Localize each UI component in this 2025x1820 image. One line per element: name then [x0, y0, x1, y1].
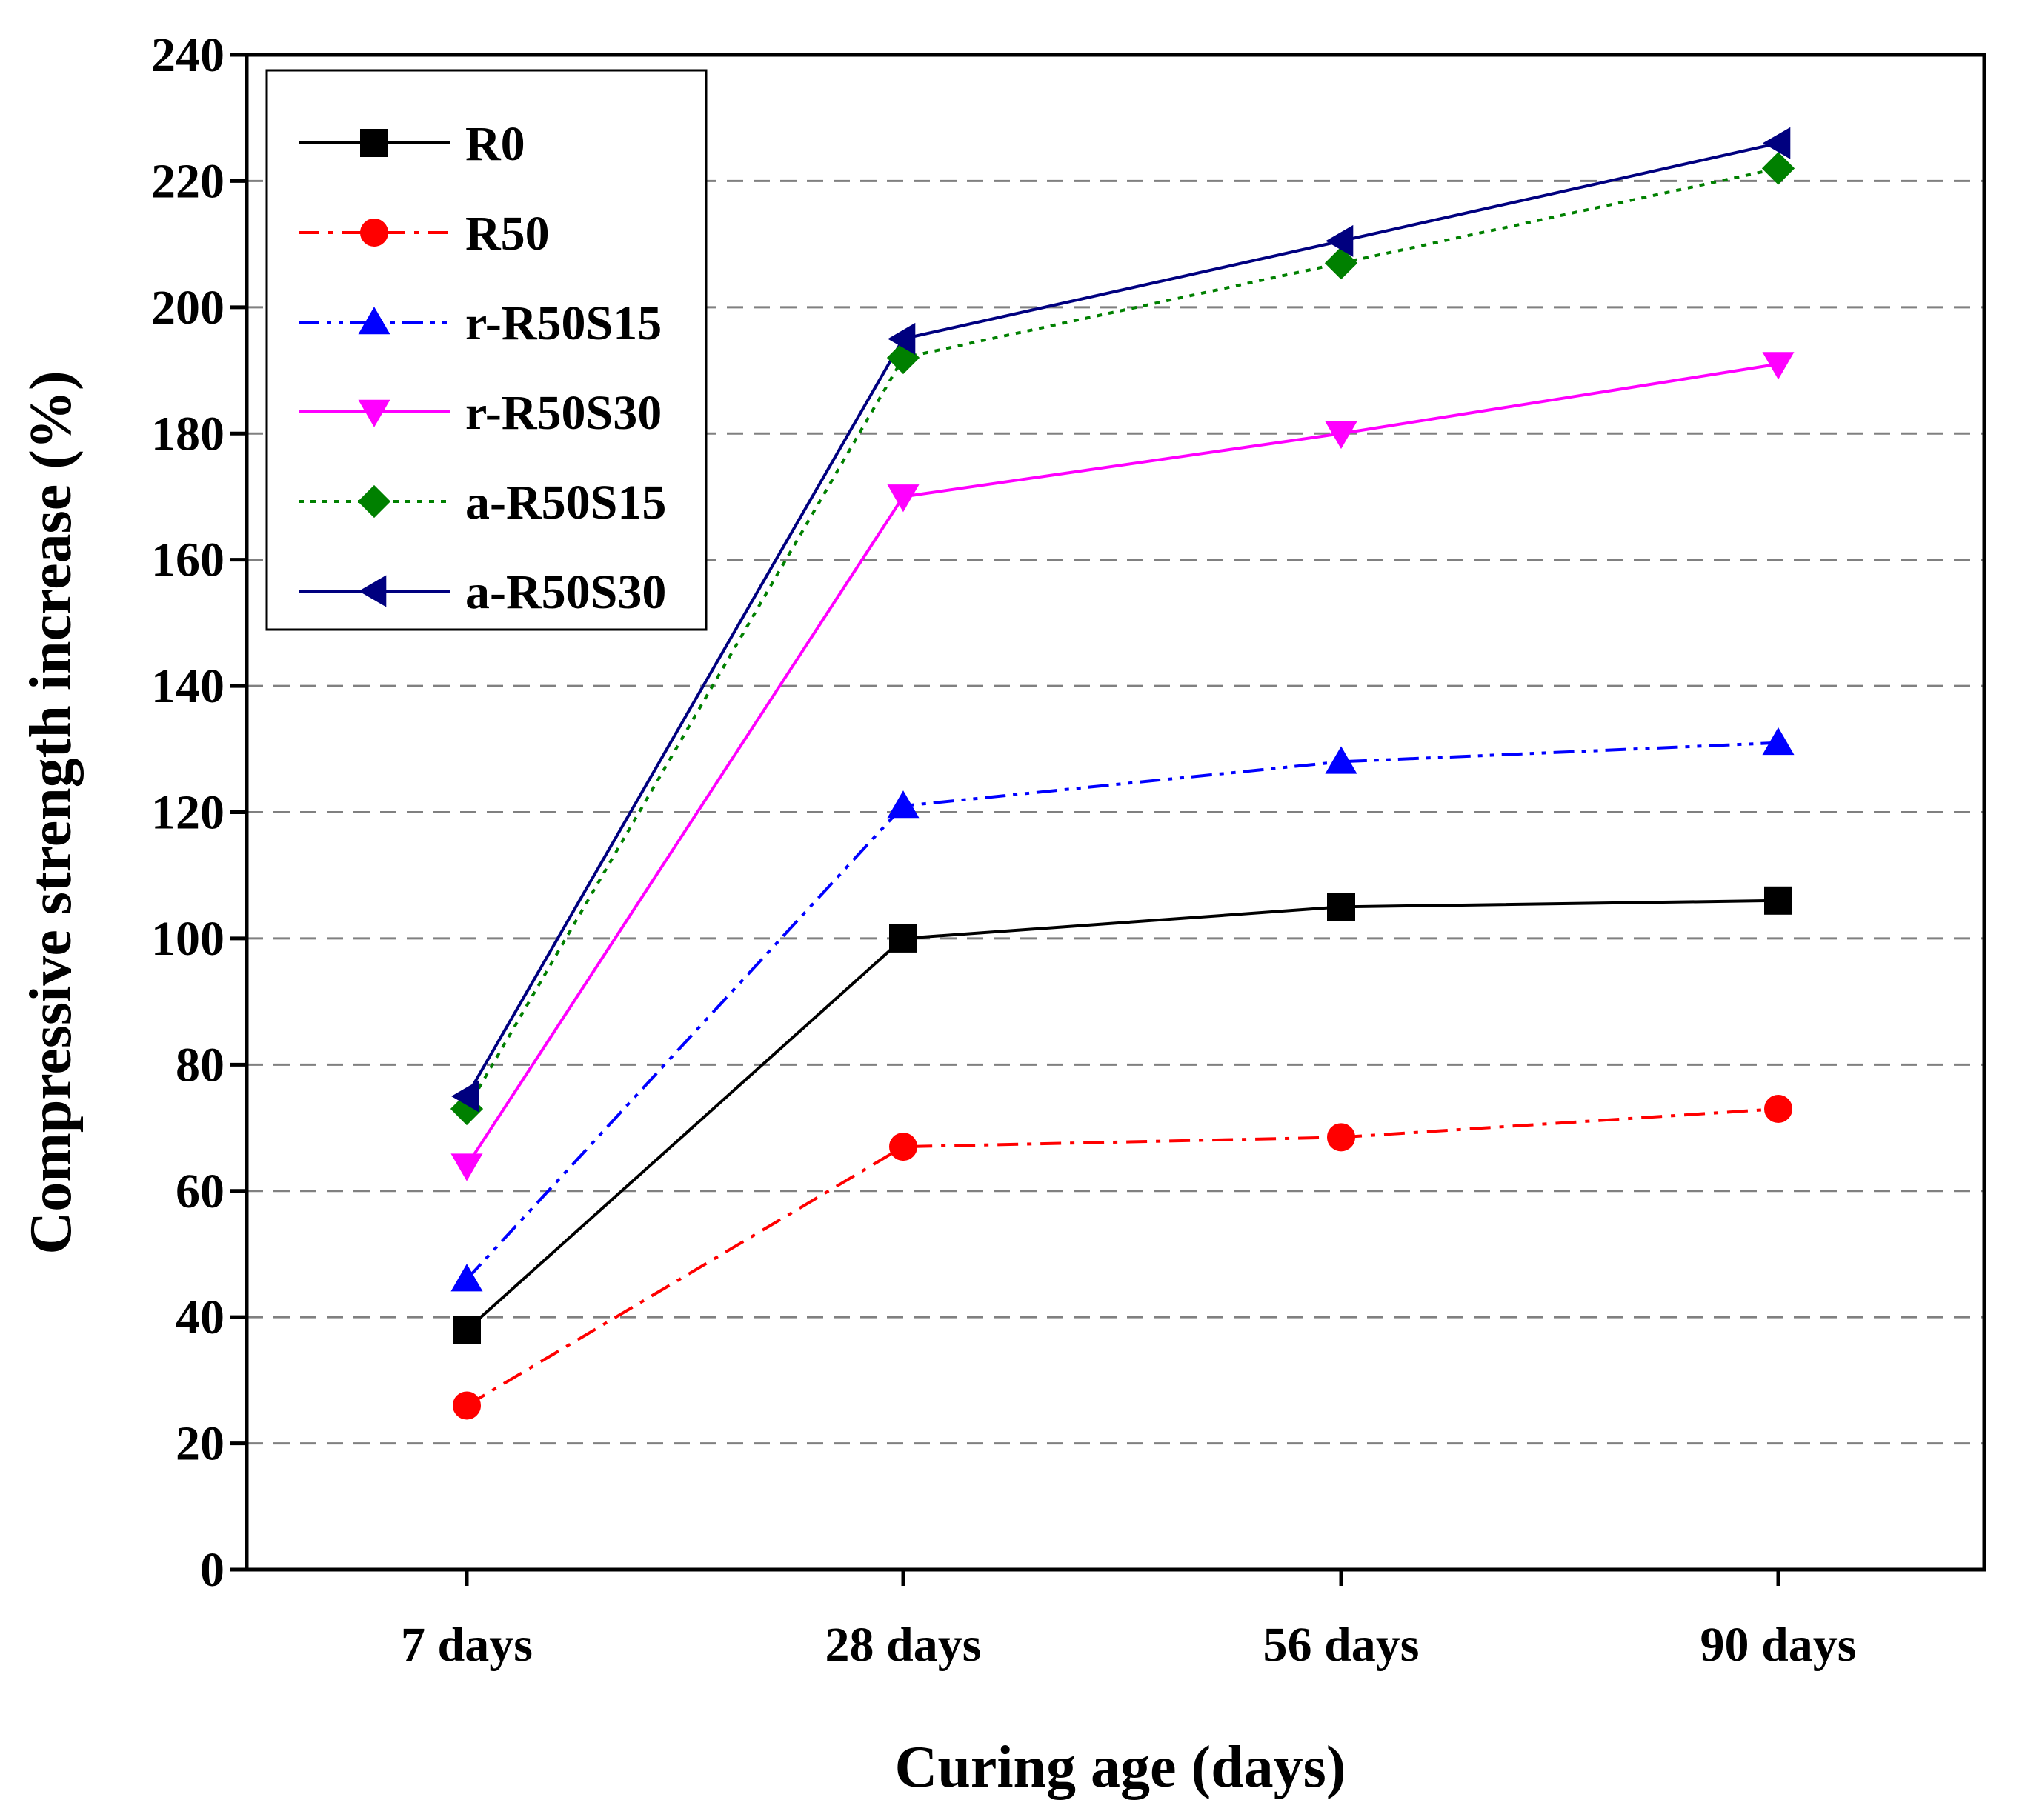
- legend-frame: [265, 69, 708, 631]
- series-line-r50: [465, 1107, 1779, 1407]
- data-point-a-r50s30-90-days: [1763, 127, 1791, 159]
- axes: 0 20 40 60 80 100 120 140 160 180 200 220 240 7 days 2…: [151, 28, 1856, 1672]
- data-point-r0-28-days: [889, 924, 917, 953]
- data-point-r50-90-days: [1764, 1094, 1792, 1123]
- data-point-r-r50s15-90-days: [1762, 727, 1795, 756]
- y-tick-label-120: 120: [151, 786, 225, 840]
- legend-marker-a-r50s30: [359, 575, 387, 607]
- y-tick-label-100: 100: [151, 912, 225, 966]
- x-tick-label-56-days: 56 days: [1263, 1618, 1420, 1672]
- data-point-r-r50s15-28-days: [887, 790, 920, 819]
- y-tick-label-220: 220: [151, 154, 225, 208]
- data-point-r50-28-days: [889, 1133, 917, 1161]
- data-point-r-r50s15-56-days: [1325, 746, 1357, 774]
- gridlines: [247, 179, 1984, 1445]
- y-axis-title: Compressive strength increase (%): [19, 370, 84, 1254]
- series-markers: [450, 127, 1795, 1420]
- data-point-r0-90-days: [1764, 886, 1792, 915]
- series-line-r0: [465, 899, 1779, 1331]
- y-tick-label-80: 80: [176, 1038, 225, 1092]
- y-tick-label-20: 20: [176, 1417, 225, 1471]
- legend-label-r-r50s30: r-R50S30: [465, 386, 662, 440]
- legend-marker-r50: [360, 219, 388, 247]
- y-tick-label-40: 40: [176, 1290, 225, 1344]
- legend-marker-r-r50s15: [358, 307, 390, 335]
- x-tick-label-28-days: 28 days: [825, 1618, 982, 1672]
- y-tick-label-200: 200: [151, 281, 225, 335]
- y-tick-label-160: 160: [151, 533, 225, 587]
- data-point-a-r50s30-56-days: [1326, 224, 1354, 257]
- series-lines: [465, 141, 1779, 1407]
- x-tick-label-7-days: 7 days: [401, 1618, 533, 1672]
- legend: R0 R50 r-R50S15 r-R50S30 a-R50S15 a-R50S30: [265, 69, 708, 631]
- y-tick-label-180: 180: [151, 407, 225, 461]
- data-point-r-r50s30-28-days: [887, 484, 920, 513]
- data-point-a-r50s15-90-days: [1761, 152, 1795, 185]
- legend-marker-r-r50s30: [358, 399, 390, 427]
- data-point-a-r50s30-7-days: [451, 1080, 479, 1113]
- legend-marker-r0: [360, 129, 388, 157]
- data-point-r50-7-days: [453, 1391, 481, 1420]
- data-point-r0-56-days: [1327, 893, 1355, 921]
- data-point-r-r50s15-7-days: [450, 1264, 483, 1292]
- legend-label-r0: R0: [465, 117, 525, 171]
- data-point-r-r50s30-90-days: [1762, 352, 1795, 380]
- y-tick-label-140: 140: [151, 659, 225, 713]
- x-tick-label-90-days: 90 days: [1700, 1618, 1857, 1672]
- data-point-r50-56-days: [1327, 1123, 1355, 1152]
- x-axis-title: Curing age (days): [895, 1735, 1346, 1800]
- series-line-a-r50s15: [465, 167, 1779, 1110]
- series-line-r-r50s30: [465, 362, 1779, 1167]
- legend-marker-a-r50s15: [357, 484, 391, 519]
- y-tick-label-0: 0: [200, 1543, 225, 1597]
- y-tick-label-60: 60: [176, 1164, 225, 1219]
- series-line-a-r50s30: [465, 141, 1779, 1097]
- y-tick-label-240: 240: [151, 28, 225, 82]
- legend-label-a-r50s30: a-R50S30: [465, 565, 666, 619]
- data-point-r-r50s30-7-days: [450, 1153, 483, 1181]
- legend-label-r-r50s15: r-R50S15: [465, 296, 662, 350]
- series-line-r-r50s15: [465, 741, 1779, 1281]
- legend-label-r50: R50: [465, 207, 550, 261]
- data-point-a-r50s30-28-days: [888, 322, 916, 355]
- legend-label-a-r50s15: a-R50S15: [465, 476, 666, 530]
- data-point-r0-7-days: [453, 1316, 481, 1344]
- data-point-a-r50s15-56-days: [1324, 247, 1358, 280]
- data-point-r-r50s30-56-days: [1325, 421, 1357, 450]
